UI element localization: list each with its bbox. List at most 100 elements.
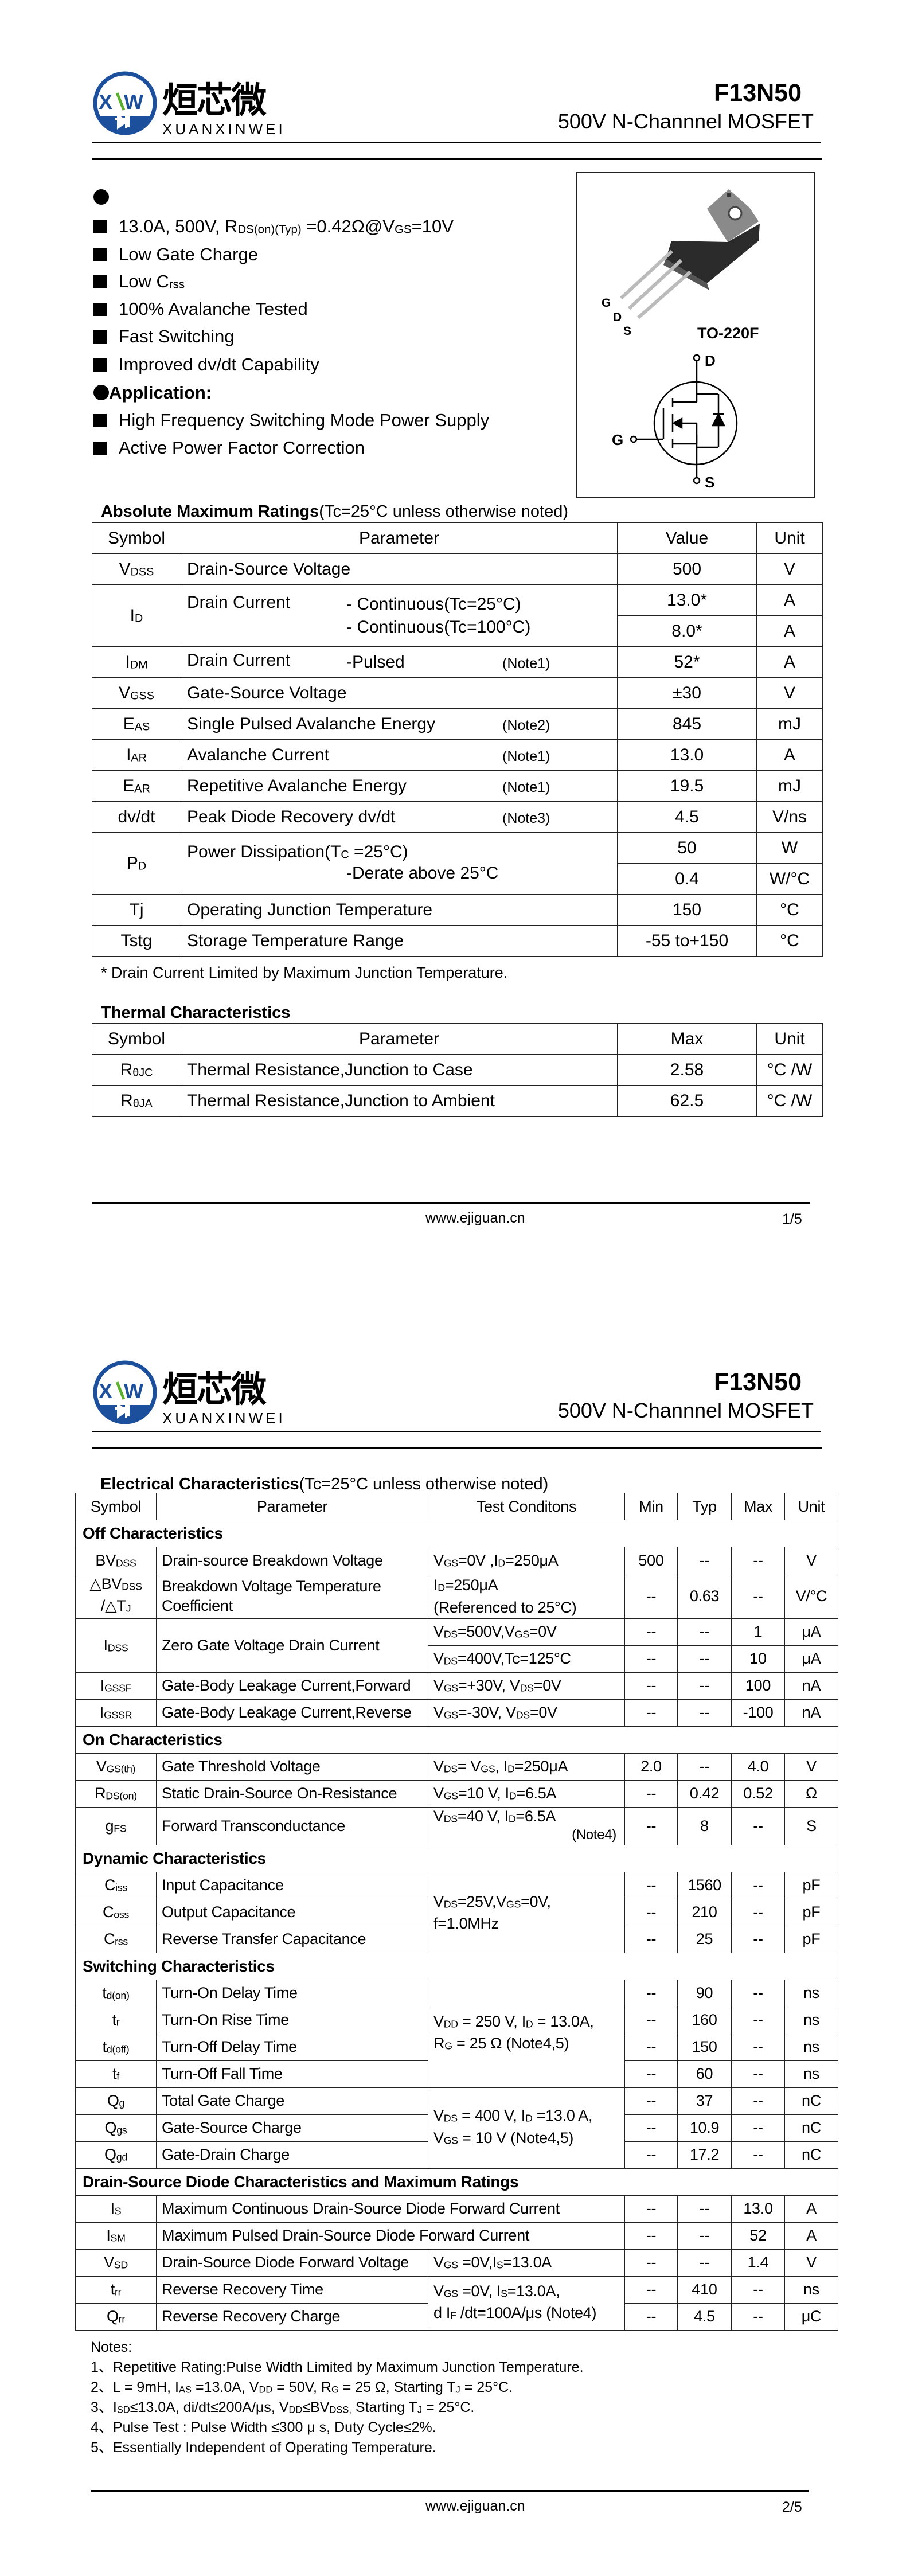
typ-cell: 17.2	[677, 2141, 732, 2169]
parameter-label: Drain-Source Voltage	[187, 560, 350, 579]
table-row: tr Turn-On Rise Time -- 160 -- ns	[75, 2006, 838, 2034]
parameter-cell: Gate-Drain Charge	[156, 2141, 428, 2169]
text: Symbol	[90, 1497, 142, 1515]
column-header: Max	[617, 1023, 757, 1055]
note-ref: (Note2)	[502, 717, 550, 733]
footer-divider	[91, 2490, 809, 2492]
table-header-row: Symbol Parameter Max Unit	[92, 1023, 823, 1055]
unit-cell: pF	[784, 1925, 838, 1953]
text: °C	[780, 900, 799, 919]
text-line: d IF /dt=100A/μs (Note4)	[433, 2303, 624, 2325]
subscript: rss	[169, 278, 185, 291]
text: nC	[802, 2092, 821, 2110]
text: On Characteristics	[83, 1730, 222, 1748]
text: = 25°C.	[460, 2379, 513, 2395]
svg-text:X: X	[99, 90, 112, 114]
subscript: DS	[443, 1898, 458, 1910]
parameter-line: Avalanche Current	[187, 746, 617, 765]
unit-cell: nA	[784, 1672, 838, 1700]
table-row: IGSSF Gate-Body Leakage Current,Forward VG…	[75, 1672, 838, 1700]
text: 150	[672, 900, 702, 919]
symbol-cell: EAS	[92, 708, 181, 740]
parameter-cell: Single Pulsed Avalanche Energy (Note2)	[181, 708, 618, 740]
text: A	[783, 621, 795, 641]
subscript: f	[116, 2070, 119, 2082]
text: I	[110, 2200, 115, 2218]
footer-website[interactable]: www.ejiguan.cn	[425, 2498, 525, 2514]
text: --	[646, 1785, 657, 1802]
feature-item: Low Gate Charge	[93, 244, 258, 265]
parameter-cell: Maximum Pulsed Drain-Source Diode Forwar…	[156, 2222, 625, 2250]
text: Off Characteristics	[83, 1524, 223, 1542]
unit-cell: A	[756, 646, 823, 678]
text: W	[781, 838, 798, 857]
symbol-cell: dv/dt	[92, 801, 181, 833]
text: V	[433, 1807, 444, 1825]
text: --	[646, 1650, 657, 1668]
symbol-cell: VGS(th)	[75, 1753, 157, 1781]
parameter-label: Drain Current	[187, 651, 346, 670]
text: Avalanche Current	[187, 745, 329, 764]
min-cell: --	[624, 2006, 678, 2034]
text: 4.5	[675, 807, 699, 826]
feature-item: Improved dv/dt Capability	[93, 354, 319, 375]
min-cell: --	[624, 2222, 678, 2250]
text: ns	[803, 2011, 819, 2029]
text-line: /△TJ	[76, 1596, 156, 1618]
text: A	[806, 2200, 817, 2218]
value-cell: 2.58	[617, 1054, 757, 1086]
footer-website[interactable]: www.ejiguan.cn	[425, 1210, 525, 1226]
column-header: Test Conditons	[428, 1493, 625, 1520]
text: Repetitive Avalanche Energy	[187, 776, 407, 795]
value-cell: 19.5	[617, 770, 757, 802]
square-bullet-icon	[93, 442, 107, 455]
symbol-cell: Crss	[75, 1925, 157, 1953]
value-cell: -55 to+150	[617, 925, 757, 957]
table-row: ID Drain Current - Continuous(Tc=25°C) - Co…	[92, 584, 823, 647]
subscript: oss	[114, 1908, 130, 1921]
subscript: D	[525, 2018, 533, 2030]
value-cell: 500	[617, 553, 757, 585]
square-bullet-icon	[93, 330, 107, 344]
table-row: △BVDSS/△TJ Breakdown Voltage Temperature C…	[75, 1574, 838, 1619]
company-logo: X W	[92, 1359, 159, 1428]
text: Starting T	[351, 2399, 417, 2415]
subscript: D	[438, 1582, 445, 1594]
symbol-cell: VGSS	[92, 677, 181, 709]
text: V	[433, 1758, 444, 1775]
max-cell: --	[731, 1871, 785, 1899]
symbol-cell: VDSS	[92, 553, 181, 585]
logo-english-name: XUANXINWEI	[162, 1410, 286, 1427]
value-cell: 845	[617, 708, 757, 740]
parameter-line: Power Dissipation(TC =25°C) -Derate above…	[187, 842, 617, 885]
typ-cell: 150	[677, 2033, 732, 2061]
section-title: Off Characteristics	[75, 1520, 838, 1547]
text: 3、I	[91, 2399, 117, 2415]
subscript: G	[444, 2040, 452, 2052]
text: =0V,	[521, 1892, 551, 1910]
text: =10V	[411, 216, 454, 236]
column-header: Min	[624, 1493, 678, 1520]
text: V	[433, 2129, 444, 2146]
unit-cell: μA	[784, 1645, 838, 1673]
parameter-label: Avalanche Current	[187, 746, 346, 765]
text: P	[126, 853, 138, 873]
subscript: DS	[443, 1628, 458, 1640]
text: V	[433, 1623, 444, 1641]
text: =10 V, I	[458, 1785, 509, 1802]
text: pF	[802, 1903, 821, 1921]
parameter-cell: Static Drain-Source On-Resistance	[156, 1779, 428, 1808]
text: =0V,I	[458, 2254, 497, 2271]
subscript: θJA	[132, 1097, 153, 1110]
text: --	[646, 1903, 657, 1921]
text: V	[783, 559, 795, 579]
detail-line: -Pulsed	[346, 651, 405, 674]
text: 2、L = 9mH, I	[91, 2379, 179, 2395]
section-title: Switching Characteristics	[75, 1952, 838, 1980]
text: = 25°C.	[422, 2399, 475, 2415]
note-ref: (Note1)	[502, 748, 550, 764]
typ-cell: 0.42	[677, 1779, 732, 1808]
max-cell: --	[731, 1574, 785, 1619]
text: Parameter	[358, 1029, 440, 1048]
subscript: DS(on)(Typ)	[237, 223, 302, 236]
